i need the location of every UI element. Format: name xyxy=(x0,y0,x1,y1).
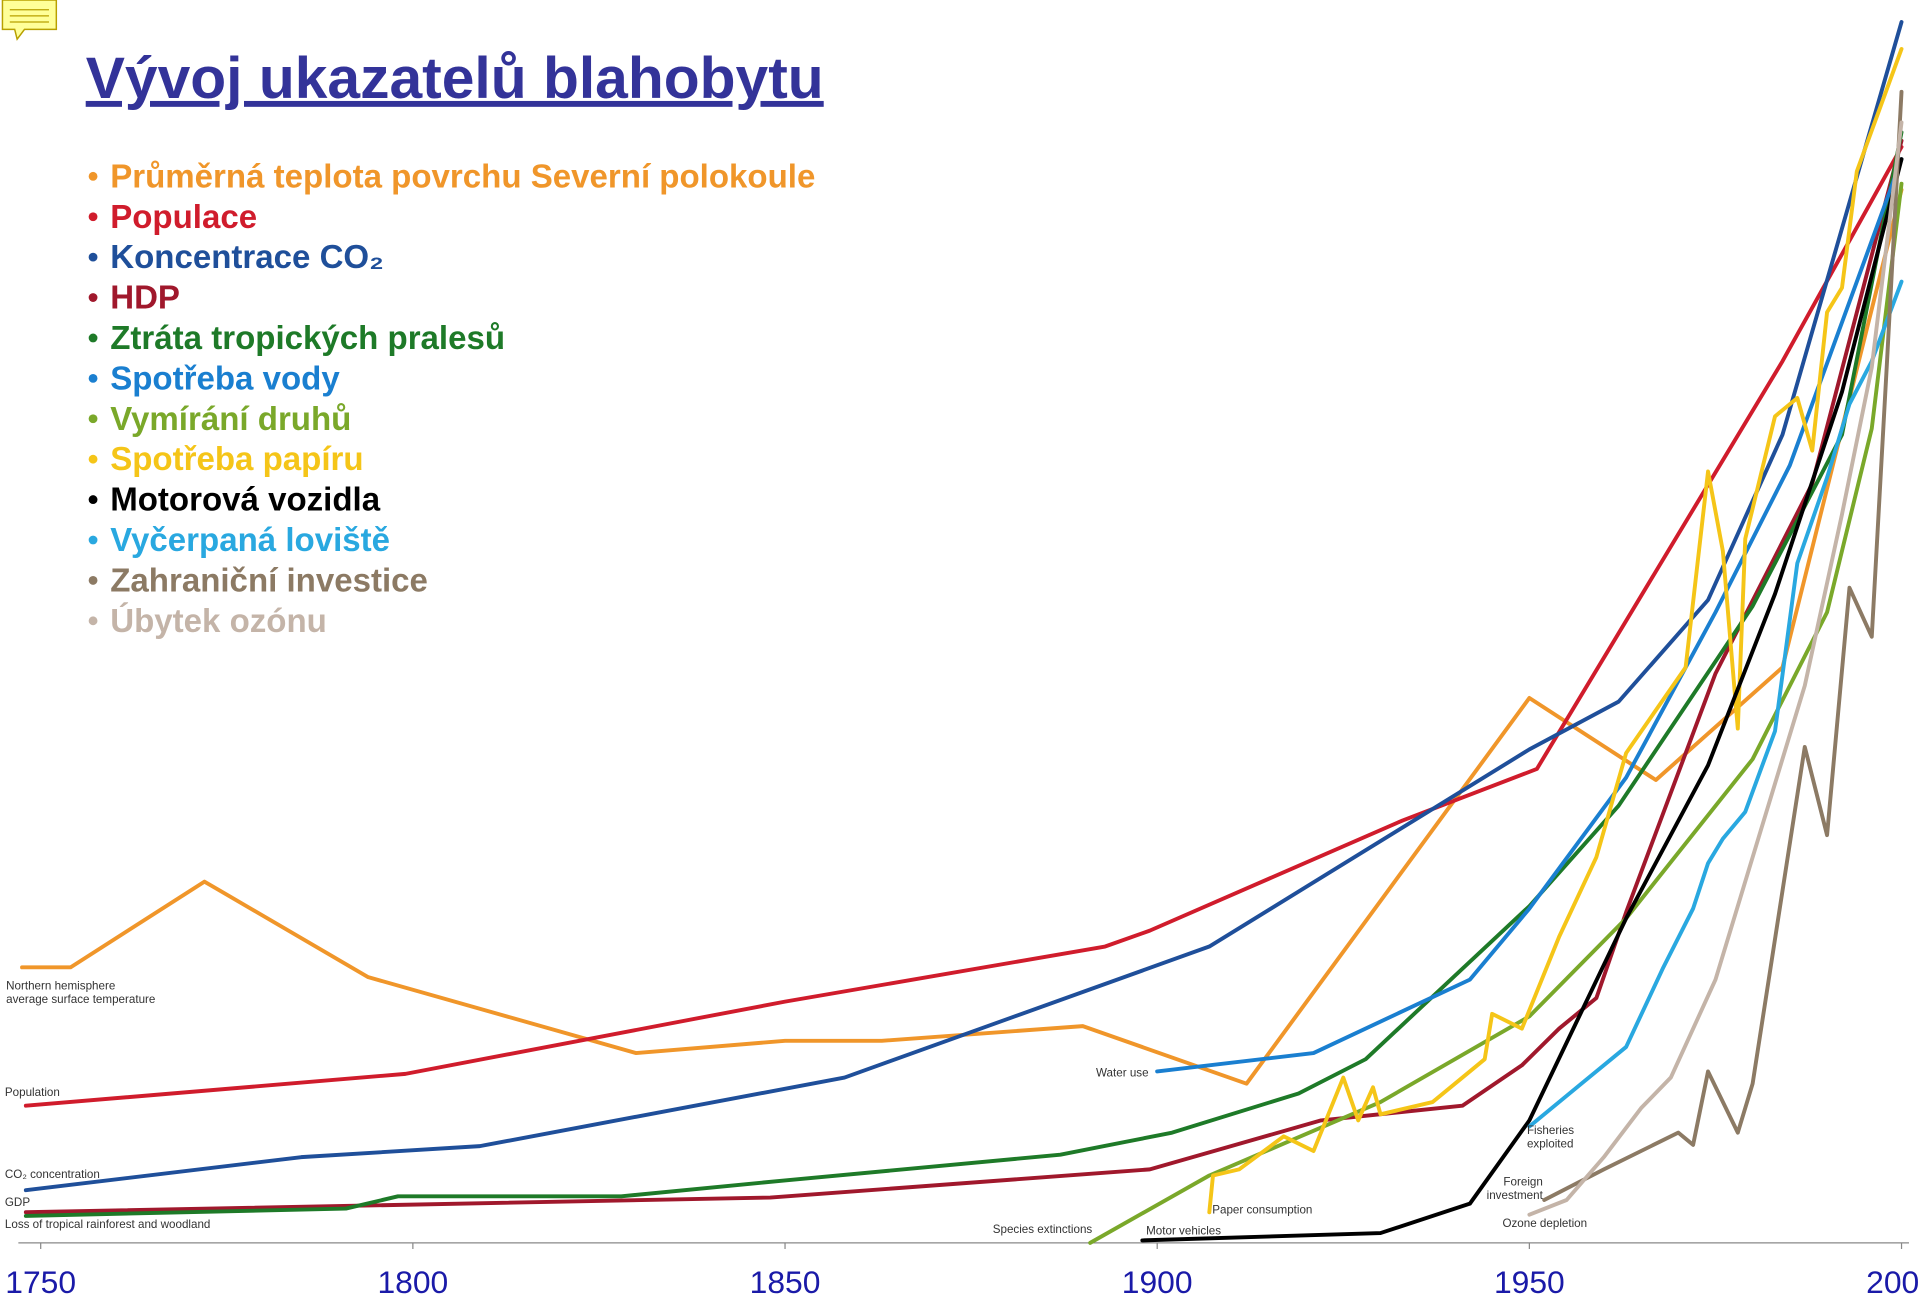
legend-bullet xyxy=(88,333,98,343)
x-tick-label: 1850 xyxy=(750,1264,821,1300)
series-line xyxy=(1527,279,1904,1129)
series-annotation: Water use xyxy=(1096,1066,1149,1079)
legend-label: Populace xyxy=(110,199,257,236)
series-annotation: Population xyxy=(5,1086,60,1099)
legend-label: HDP xyxy=(110,280,180,317)
series-line xyxy=(1207,47,1904,1215)
legend-label: Koncentrace CO₂ xyxy=(110,239,384,276)
series-annotation: Paper consumption xyxy=(1212,1203,1312,1216)
x-tick-label: 1900 xyxy=(1122,1264,1193,1300)
legend-bullet xyxy=(88,616,98,626)
series-annotation: Motor vehicles xyxy=(1146,1224,1221,1237)
legend-label: Průměrná teplota povrchu Severní polokou… xyxy=(110,158,815,195)
series-annotation: Ozone depletion xyxy=(1502,1217,1587,1230)
series-annotation: Foreign xyxy=(1503,1175,1542,1188)
series-line xyxy=(20,187,1904,1086)
series-line xyxy=(1140,157,1904,1243)
x-tick-label: 1800 xyxy=(377,1264,448,1300)
legend-label: Ztráta tropických pralesů xyxy=(110,320,505,357)
series-annotation: CO₂ concentration xyxy=(5,1168,100,1181)
legend-label: Zahraniční investice xyxy=(110,562,428,599)
legend-label: Spotřeba papíru xyxy=(110,441,363,478)
series-line xyxy=(1527,120,1904,1217)
legend-bullet xyxy=(88,414,98,424)
x-tick-label: 2000 xyxy=(1866,1264,1920,1300)
legend-bullet xyxy=(88,575,98,585)
chart-title: Vývoj ukazatelů blahobytu xyxy=(86,46,824,111)
series-annotation: Species extinctions xyxy=(993,1223,1093,1236)
series-annotation: exploited xyxy=(1527,1137,1574,1150)
legend-bullet xyxy=(88,373,98,383)
note-icon xyxy=(1,0,58,41)
series-line xyxy=(23,144,1904,1108)
series-annotation: average surface temperature xyxy=(6,993,155,1006)
series-annotation: investment xyxy=(1487,1189,1544,1202)
legend-bullet xyxy=(88,293,98,302)
legend-label: Spotřeba vody xyxy=(110,360,340,397)
series-annotation: Northern hemisphere xyxy=(6,979,115,992)
series-line xyxy=(1155,157,1904,1074)
series-annotation: GDP xyxy=(5,1196,30,1209)
legend-label: Vyčerpaná loviště xyxy=(110,522,390,559)
legend-bullet xyxy=(88,535,98,545)
series-line xyxy=(23,20,1904,1193)
legend-bullet xyxy=(88,212,98,222)
legend-bullet xyxy=(88,252,98,262)
legend-bullet xyxy=(88,495,98,504)
legend-label: Motorová vozidla xyxy=(110,482,381,519)
legend-bullet xyxy=(88,171,98,181)
series-annotation: Loss of tropical rainforest and woodland xyxy=(5,1218,211,1231)
series-line xyxy=(1542,89,1904,1202)
legend-label: Úbytek ozónu xyxy=(110,602,327,640)
x-tick-label: 1950 xyxy=(1494,1264,1565,1300)
series-annotation: Fisheries xyxy=(1527,1124,1574,1137)
x-tick-label: 1750 xyxy=(5,1264,76,1300)
legend-bullet xyxy=(88,454,98,464)
legend-label: Vymírání druhů xyxy=(110,401,351,438)
